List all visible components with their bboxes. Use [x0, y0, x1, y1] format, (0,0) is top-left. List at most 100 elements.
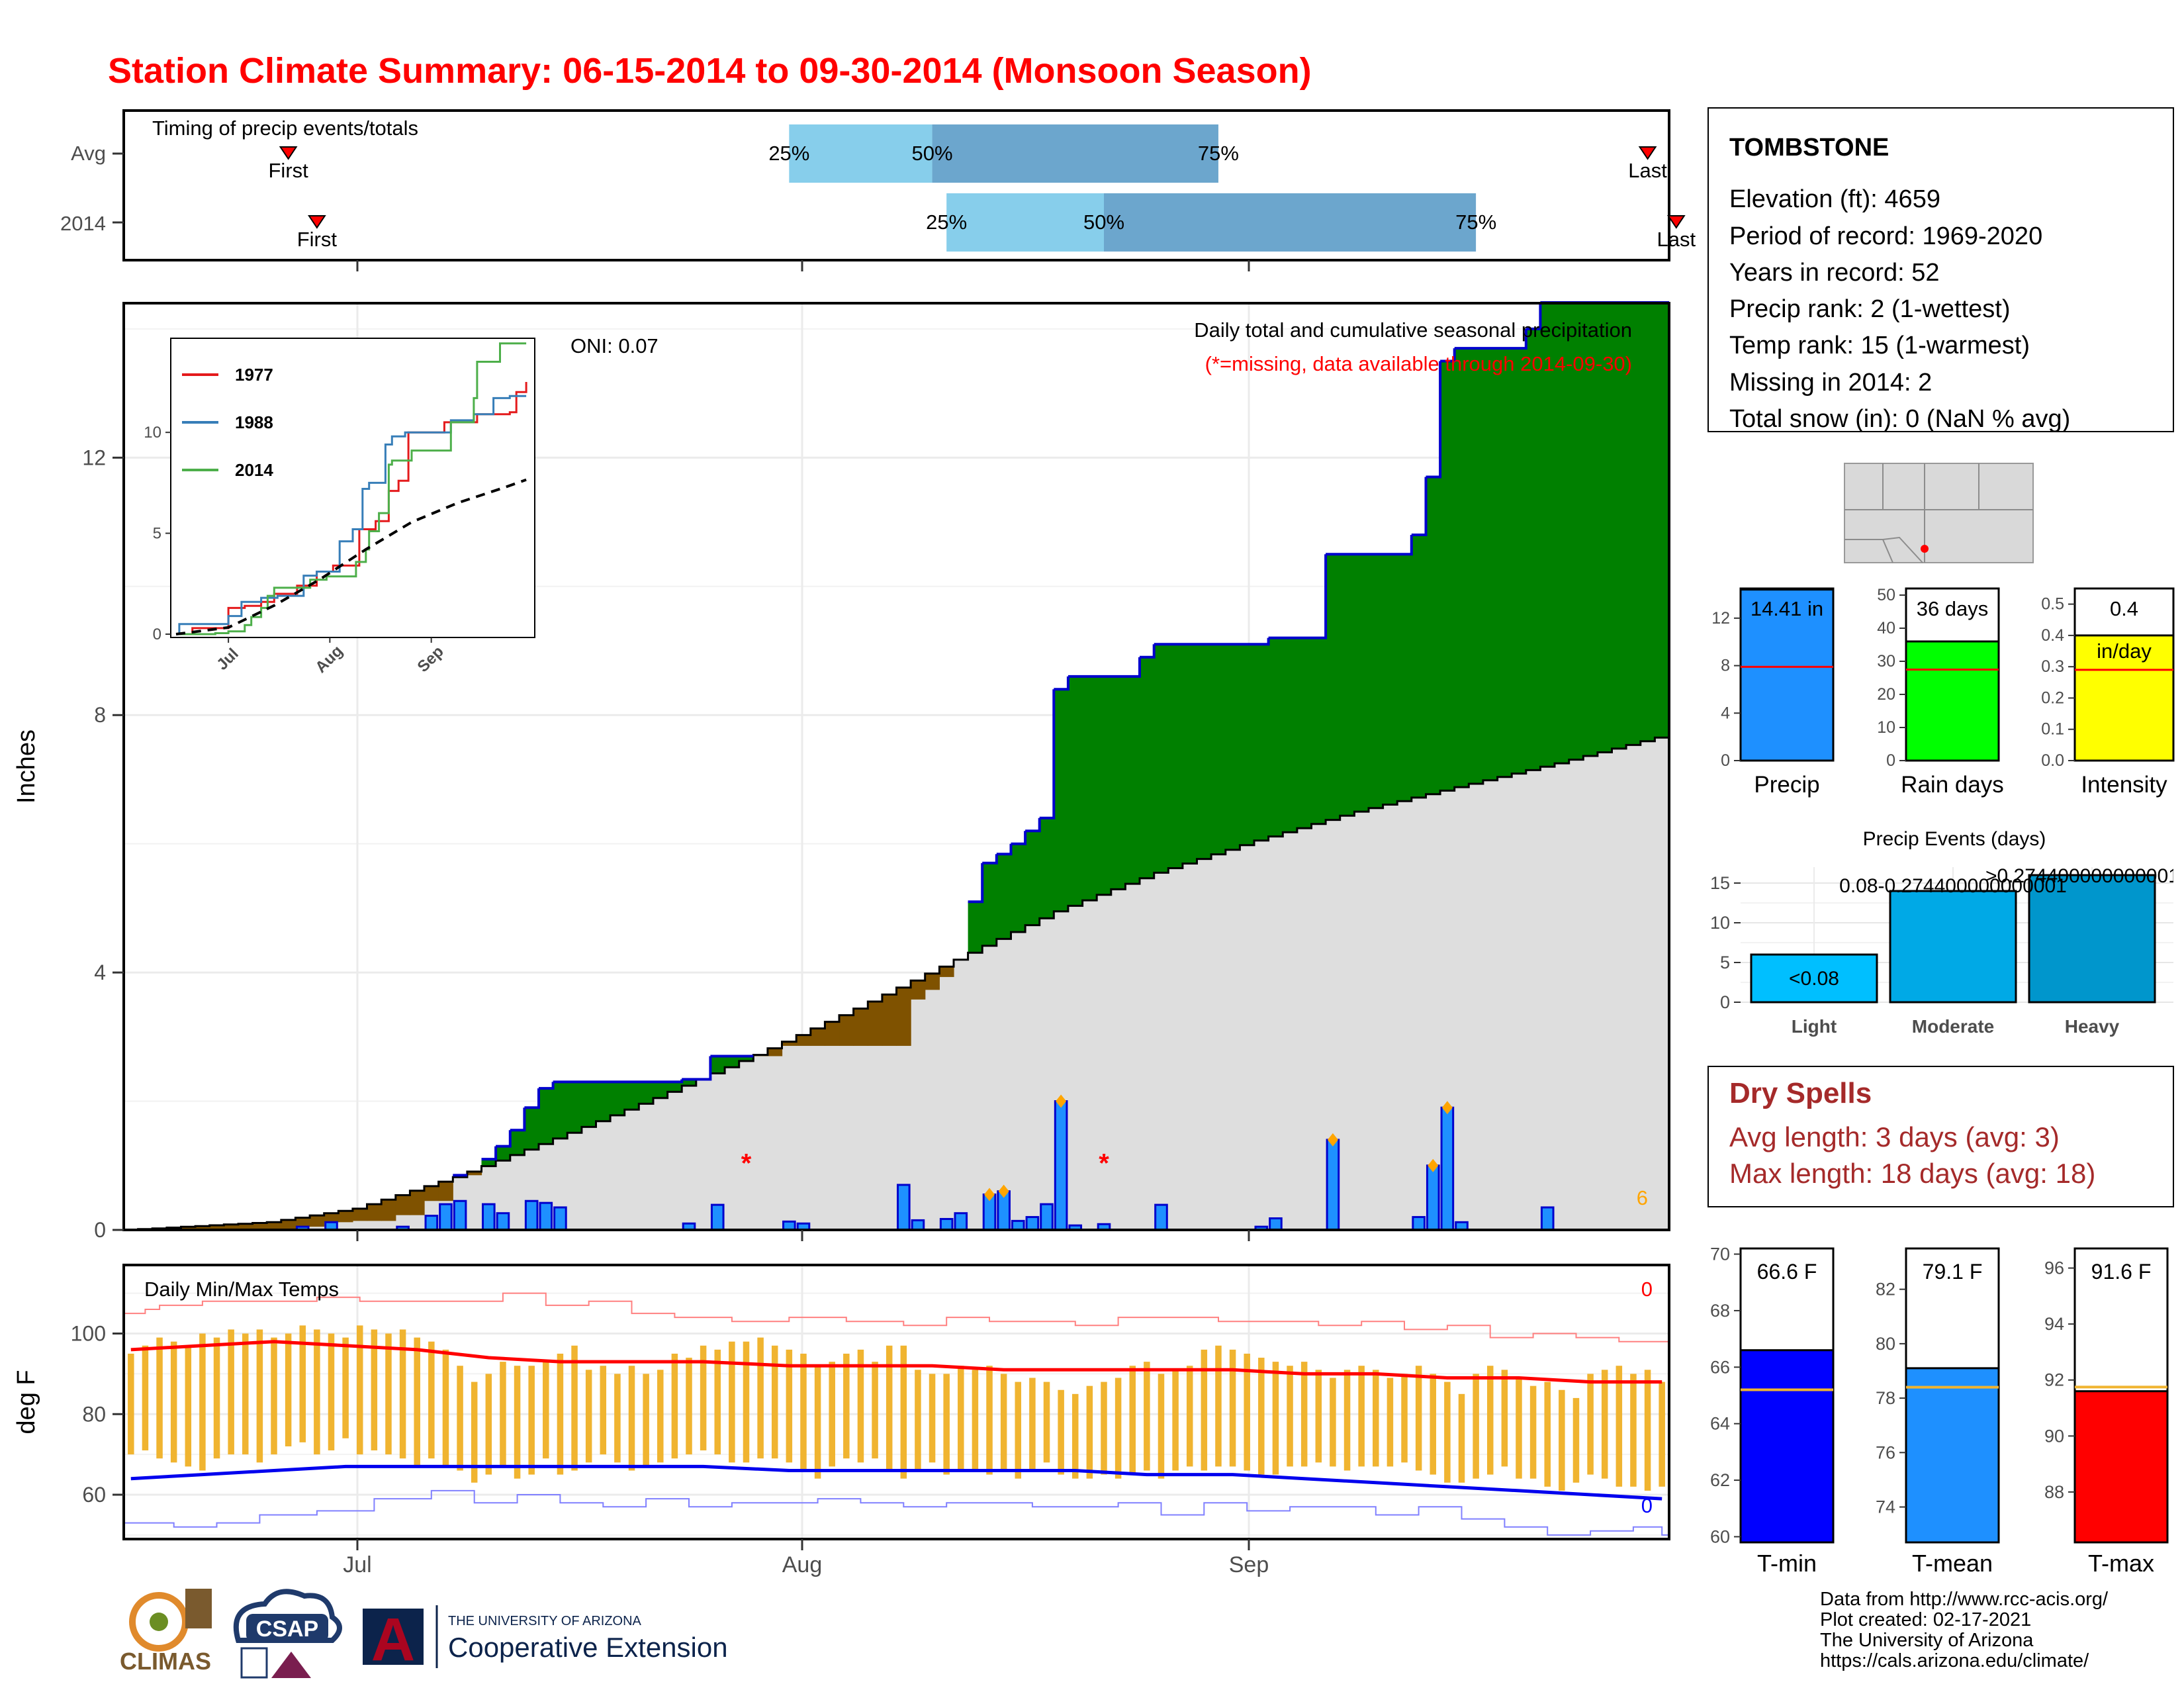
daily-temp-range-bar	[1572, 1397, 1580, 1483]
dry-spells-avg: Avg length: 3 days (avg: 3)	[1729, 1121, 2060, 1152]
surplus-area	[739, 1056, 754, 1061]
surplus-area	[1268, 637, 1283, 837]
temp-bar-y-tick-label: 80	[1876, 1334, 1895, 1354]
temp-bar-y-tick-label: 96	[2044, 1258, 2064, 1278]
daily-temp-range-bar	[614, 1374, 621, 1463]
surplus-area	[1640, 303, 1655, 741]
daily-precip-bar	[1154, 1203, 1168, 1231]
inset-frame	[170, 338, 535, 638]
daily-temp-range-bar	[399, 1329, 406, 1459]
daily-temp-range-bar	[671, 1353, 678, 1459]
surplus-area	[1525, 328, 1541, 771]
surplus-area	[581, 1082, 597, 1127]
summary-bar-y-tick-label: 20	[1877, 685, 1895, 704]
timing-p50-label: 50%	[1083, 211, 1124, 234]
daily-temp-range-bar	[1172, 1370, 1179, 1471]
summary-bar-charts: 14.41 in 0 4 8 12 Precip 36 days 0 10 20 30 40 50 Rai…	[1711, 586, 2175, 798]
temp-bar-t-min: 66.6 F 60 62 64 66 68 70 T-min	[1710, 1244, 1835, 1577]
deficit-area	[896, 987, 911, 1046]
surplus-area	[538, 1088, 554, 1145]
ua-block-a-shadow	[363, 1609, 424, 1665]
record-max-line	[124, 1292, 1669, 1342]
surplus-area	[1583, 303, 1598, 757]
timing-p25-label: 25%	[768, 142, 809, 165]
daily-temp-range-bar	[1000, 1374, 1007, 1471]
surplus-area	[610, 1082, 625, 1115]
surplus-area	[1569, 303, 1584, 760]
daily-temp-range-bar	[571, 1345, 578, 1471]
last-marker-icon	[1638, 146, 1657, 160]
deficit-area	[295, 1217, 310, 1227]
surplus-area	[1125, 676, 1140, 884]
surplus-area	[481, 1159, 496, 1166]
daily-precip-bar	[1540, 1206, 1555, 1231]
precip-axis: 0 4 8 12	[82, 445, 1250, 1242]
deficit-area	[939, 966, 954, 977]
surplus-area	[1211, 644, 1226, 855]
temp-ylabel: deg F	[13, 1370, 40, 1434]
locator-map	[1844, 463, 2034, 563]
daily-precip-bar	[453, 1199, 467, 1231]
daily-precip-bar	[482, 1203, 496, 1231]
daily-temp-range-bar	[757, 1337, 764, 1459]
surplus-area	[1182, 644, 1198, 864]
surplus-area	[1240, 644, 1255, 845]
daily-temp-range-bar	[1630, 1374, 1637, 1487]
events-marks: Light Moderate Heavy <0.08 0.08-0.2744000000…	[1710, 861, 2184, 1037]
surplus-area	[1197, 644, 1212, 859]
daily-temp-range-bar	[185, 1345, 192, 1467]
temp-bar-y-tick-label: 60	[1710, 1526, 1730, 1546]
climas-wordmark: CLIMAS	[120, 1648, 211, 1675]
timing-p25-label: 25%	[926, 211, 967, 234]
deficit-area	[310, 1215, 325, 1227]
precip-frame	[122, 302, 1670, 1231]
heavy-event-marker-icon	[1056, 1094, 1067, 1108]
deficit-area	[267, 1222, 282, 1230]
summary-bar-label: Rain days	[1901, 772, 2004, 798]
temp-bar-fill	[2073, 1390, 2169, 1544]
temp-bar-y-tick-label: 62	[1710, 1470, 1730, 1490]
daily-precip-bar	[1011, 1219, 1025, 1231]
daily-temp-range-bar	[1330, 1378, 1336, 1467]
heavy-event-marker-icon	[1441, 1101, 1453, 1115]
daily-temp-range-bar	[1115, 1378, 1122, 1479]
heavy-event-marker-icon	[984, 1188, 995, 1201]
temp-bar-t-max: 91.6 F 88 90 92 94 96 T-max	[2044, 1247, 2169, 1577]
daily-temp-range-bar	[628, 1366, 635, 1471]
heavy-event-marker-icon	[1327, 1133, 1338, 1147]
summary-bar-label: Intensity	[2081, 772, 2167, 798]
event-category-label: Light	[1792, 1016, 1837, 1037]
surplus-area	[1383, 554, 1398, 805]
surplus-area	[1254, 644, 1269, 841]
events-title: Precip Events (days)	[1863, 828, 2046, 850]
daily-precip-bar	[1412, 1216, 1426, 1231]
timing-q2-box	[1103, 193, 1477, 252]
daily-precip-bar	[539, 1201, 553, 1231]
summary-bar-y-tick-label: 8	[1721, 657, 1730, 675]
surplus-area	[1597, 303, 1613, 753]
surplus-area	[624, 1082, 639, 1110]
temp-axis: 60 80 100	[71, 1322, 1250, 1550]
deficit-area	[911, 980, 926, 1000]
events-right-mask	[2173, 861, 2184, 1019]
summary-bar-value: 36 days	[1917, 597, 1989, 620]
station-name: TOMBSTONE	[1729, 134, 1889, 162]
surplus-area	[1225, 644, 1240, 850]
inset-legend: 1977 1988 2014	[182, 365, 273, 480]
daily-temp-range-bar	[600, 1366, 607, 1455]
daily-temp-range-bar	[1544, 1382, 1551, 1487]
precip-panel-title: Daily total and cumulative seasonal prec…	[1194, 318, 1632, 342]
daily-temp-range-bar	[1287, 1366, 1293, 1467]
inset-legend-label: 2014	[235, 460, 273, 480]
summary-bar-y-tick-label: 0.0	[2041, 751, 2064, 770]
deficit-area	[925, 973, 940, 990]
daily-temp-range-bar	[915, 1370, 921, 1471]
temp-count-max: 0	[1641, 1278, 1653, 1301]
daily-precip-bar	[939, 1217, 954, 1231]
event-bar-light-label: <0.08	[1789, 968, 1839, 990]
precip-ylabel: Inches	[13, 729, 40, 804]
daily-temp-range-bar	[1430, 1374, 1437, 1475]
daily-temp-range-bar	[128, 1353, 134, 1455]
climas-emblem-bar	[185, 1589, 212, 1628]
